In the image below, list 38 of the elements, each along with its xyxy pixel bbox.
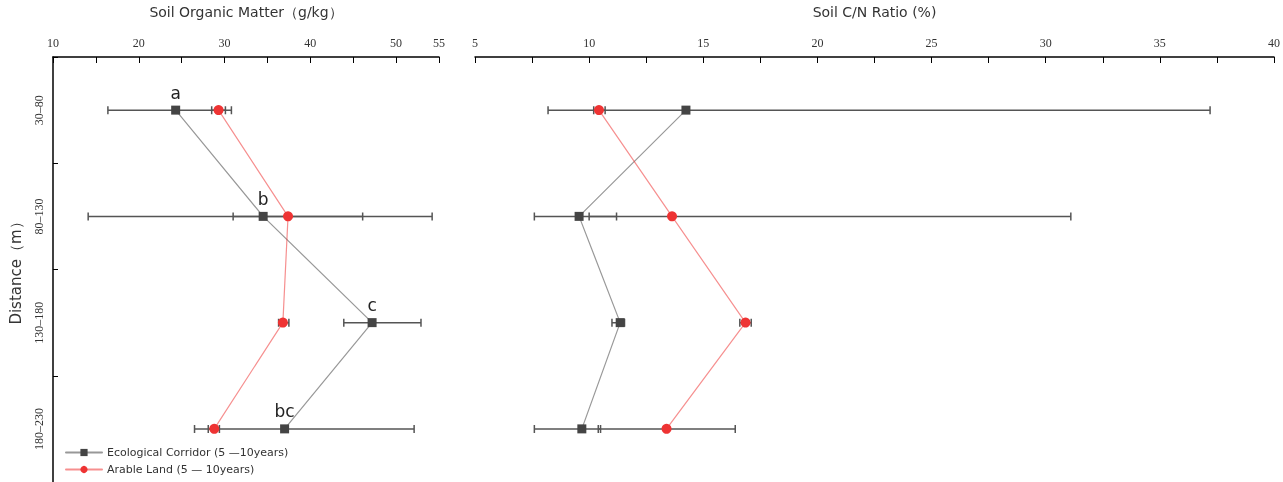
x-tick-label: 15 xyxy=(697,36,710,50)
x-tick-label: 30 xyxy=(218,36,231,50)
y-tick-label: 180–230 xyxy=(32,407,46,450)
y-tick-label: 130–180 xyxy=(32,301,46,344)
x-tick-label: 10 xyxy=(47,36,59,50)
x-tick-label: 55 xyxy=(433,36,445,50)
x-tick-label: 5 xyxy=(472,36,478,50)
x-axis-title: Soil C/N Ratio (%) xyxy=(812,4,937,20)
x-tick-label: 10 xyxy=(583,36,596,50)
point xyxy=(661,423,672,434)
legend-label: Ecological Corridor (5 —10years) xyxy=(107,446,289,459)
x-tick-label: 50 xyxy=(390,36,403,50)
point xyxy=(577,424,587,434)
x-axis-title: Soil Organic Matter（g/kg） xyxy=(149,4,343,20)
x-tick-label: 35 xyxy=(1153,36,1166,50)
point xyxy=(283,211,294,222)
point xyxy=(367,318,377,328)
point xyxy=(258,211,268,221)
x-tick-label: 20 xyxy=(132,36,145,50)
point xyxy=(574,211,584,221)
point xyxy=(681,105,691,115)
y-axis-title: Distance（m） xyxy=(6,214,25,325)
annotation: bc xyxy=(274,401,295,422)
point xyxy=(667,211,678,222)
x-tick-label: 20 xyxy=(811,36,824,50)
y-tick-label: 80–130 xyxy=(32,198,46,235)
x-tick-label: 30 xyxy=(1039,36,1052,50)
x-tick-label: 40 xyxy=(1268,36,1280,50)
point xyxy=(280,424,290,434)
x-tick-label: 40 xyxy=(304,36,317,50)
annotation: c xyxy=(367,295,377,316)
annotation: b xyxy=(257,188,269,209)
x-tick-label: 25 xyxy=(925,36,938,50)
legend-label: Arable Land (5 — 10years) xyxy=(107,463,255,476)
y-tick-label: 30–80 xyxy=(32,95,46,126)
annotation: a xyxy=(170,82,181,103)
point xyxy=(171,105,181,115)
point xyxy=(615,318,625,328)
